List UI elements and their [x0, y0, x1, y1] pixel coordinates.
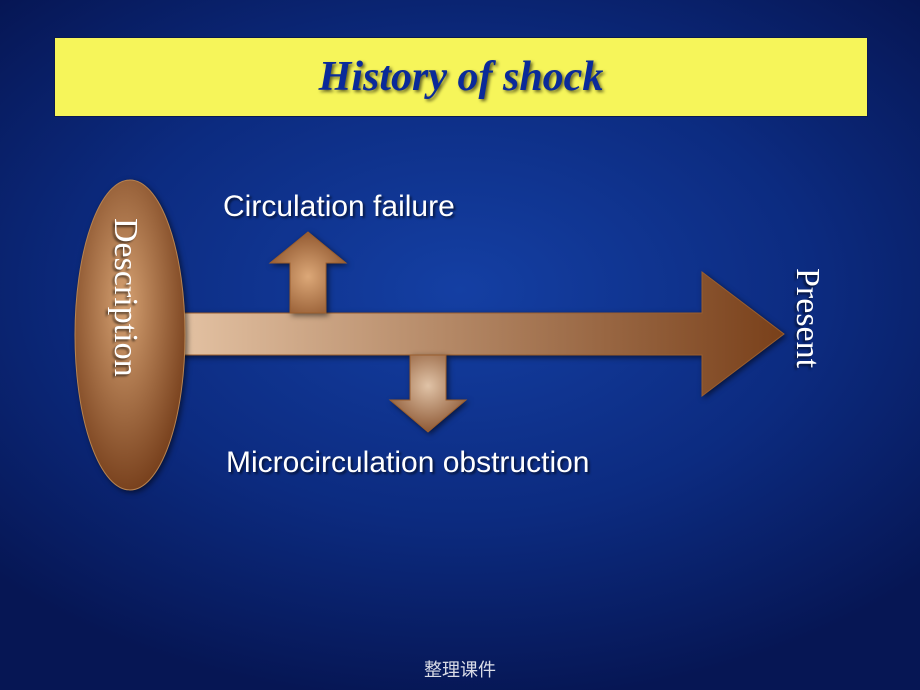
label-present: Present: [788, 268, 826, 368]
down-arrow: [390, 355, 466, 432]
label-microcirculation: Microcirculation obstruction: [226, 446, 589, 480]
label-description: Description: [106, 218, 144, 377]
up-arrow: [270, 232, 346, 313]
label-circulation-failure: Circulation failure: [223, 190, 455, 224]
footer-text: 整理课件: [424, 656, 496, 682]
slide-root: History of shock: [0, 0, 920, 690]
main-arrow: [170, 272, 784, 396]
